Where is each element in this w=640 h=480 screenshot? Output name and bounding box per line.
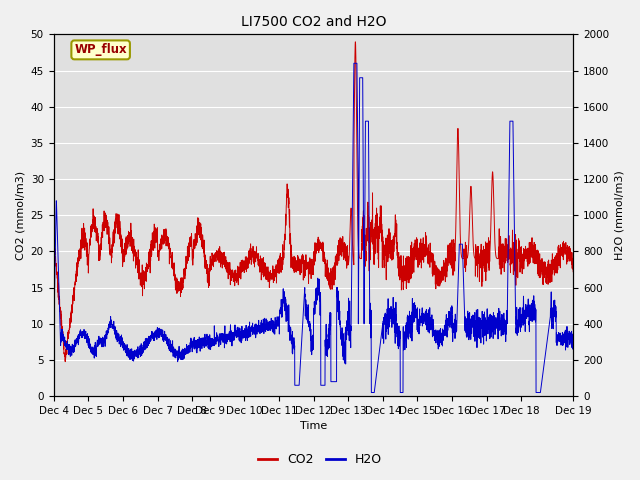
Y-axis label: H2O (mmol/m3): H2O (mmol/m3) — [615, 170, 625, 260]
Title: LI7500 CO2 and H2O: LI7500 CO2 and H2O — [241, 15, 387, 29]
Legend: CO2, H2O: CO2, H2O — [253, 448, 387, 471]
X-axis label: Time: Time — [300, 421, 327, 432]
Text: WP_flux: WP_flux — [74, 43, 127, 56]
Y-axis label: CO2 (mmol/m3): CO2 (mmol/m3) — [15, 171, 25, 260]
